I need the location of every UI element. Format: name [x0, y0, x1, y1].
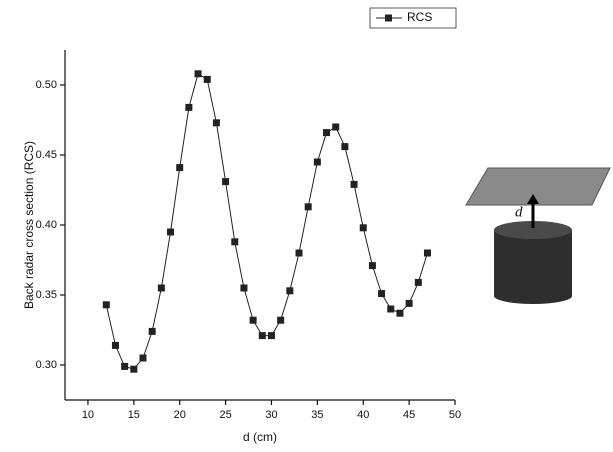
marker — [295, 249, 303, 257]
x-tick-label: 50 — [449, 409, 461, 421]
x-tick-label: 15 — [128, 409, 140, 421]
marker — [102, 301, 110, 309]
y-tick-label: 0.40 — [36, 219, 57, 231]
marker — [194, 70, 202, 78]
arrow-head — [527, 194, 539, 204]
marker — [423, 249, 431, 257]
legend-label: RCS — [407, 10, 432, 24]
marker — [212, 119, 220, 127]
x-tick-label: 35 — [311, 409, 323, 421]
x-tick-label: 30 — [265, 409, 277, 421]
y-tick-label: 0.50 — [36, 79, 57, 91]
marker — [176, 164, 184, 172]
cylinder-top — [494, 221, 572, 239]
x-tick-label: 45 — [403, 409, 415, 421]
marker — [359, 224, 367, 232]
marker — [121, 362, 129, 370]
cylinder-bottom — [494, 288, 572, 304]
marker — [258, 332, 266, 340]
plate — [465, 167, 611, 206]
marker — [277, 316, 285, 324]
distance-label: d — [515, 204, 523, 220]
marker — [378, 290, 386, 298]
marker — [405, 299, 413, 307]
marker — [148, 327, 156, 335]
x-tick-label: 40 — [357, 409, 369, 421]
illustration: d — [465, 167, 611, 304]
marker — [267, 332, 275, 340]
marker — [313, 158, 321, 166]
x-axis-label: d (cm) — [243, 430, 277, 444]
marker — [350, 180, 358, 188]
series-line — [105, 73, 428, 370]
marker — [139, 354, 147, 362]
x-tick-label: 10 — [82, 409, 94, 421]
marker — [414, 278, 422, 286]
marker — [387, 305, 395, 313]
marker — [341, 143, 349, 151]
marker — [203, 75, 211, 83]
marker — [304, 203, 312, 211]
marker — [167, 228, 175, 236]
legend-box — [369, 7, 457, 29]
y-tick-label: 0.45 — [36, 149, 57, 161]
y-tick-label: 0.30 — [36, 359, 57, 371]
marker — [323, 129, 331, 137]
marker — [231, 238, 239, 246]
x-tick-label: 20 — [174, 409, 186, 421]
marker — [185, 103, 193, 111]
marker — [396, 309, 404, 317]
marker — [240, 284, 248, 292]
marker — [286, 287, 294, 295]
marker — [368, 262, 376, 270]
y-axis-label: Back radar cross section (RCS) — [22, 141, 36, 309]
marker — [130, 365, 138, 373]
marker — [111, 341, 119, 349]
legend-marker — [385, 14, 392, 22]
marker — [249, 316, 257, 324]
marker — [222, 178, 230, 186]
marker — [332, 123, 340, 131]
x-tick-label: 25 — [219, 409, 231, 421]
marker — [157, 284, 165, 292]
y-tick-label: 0.35 — [36, 289, 57, 301]
cylinder-body — [494, 230, 572, 296]
